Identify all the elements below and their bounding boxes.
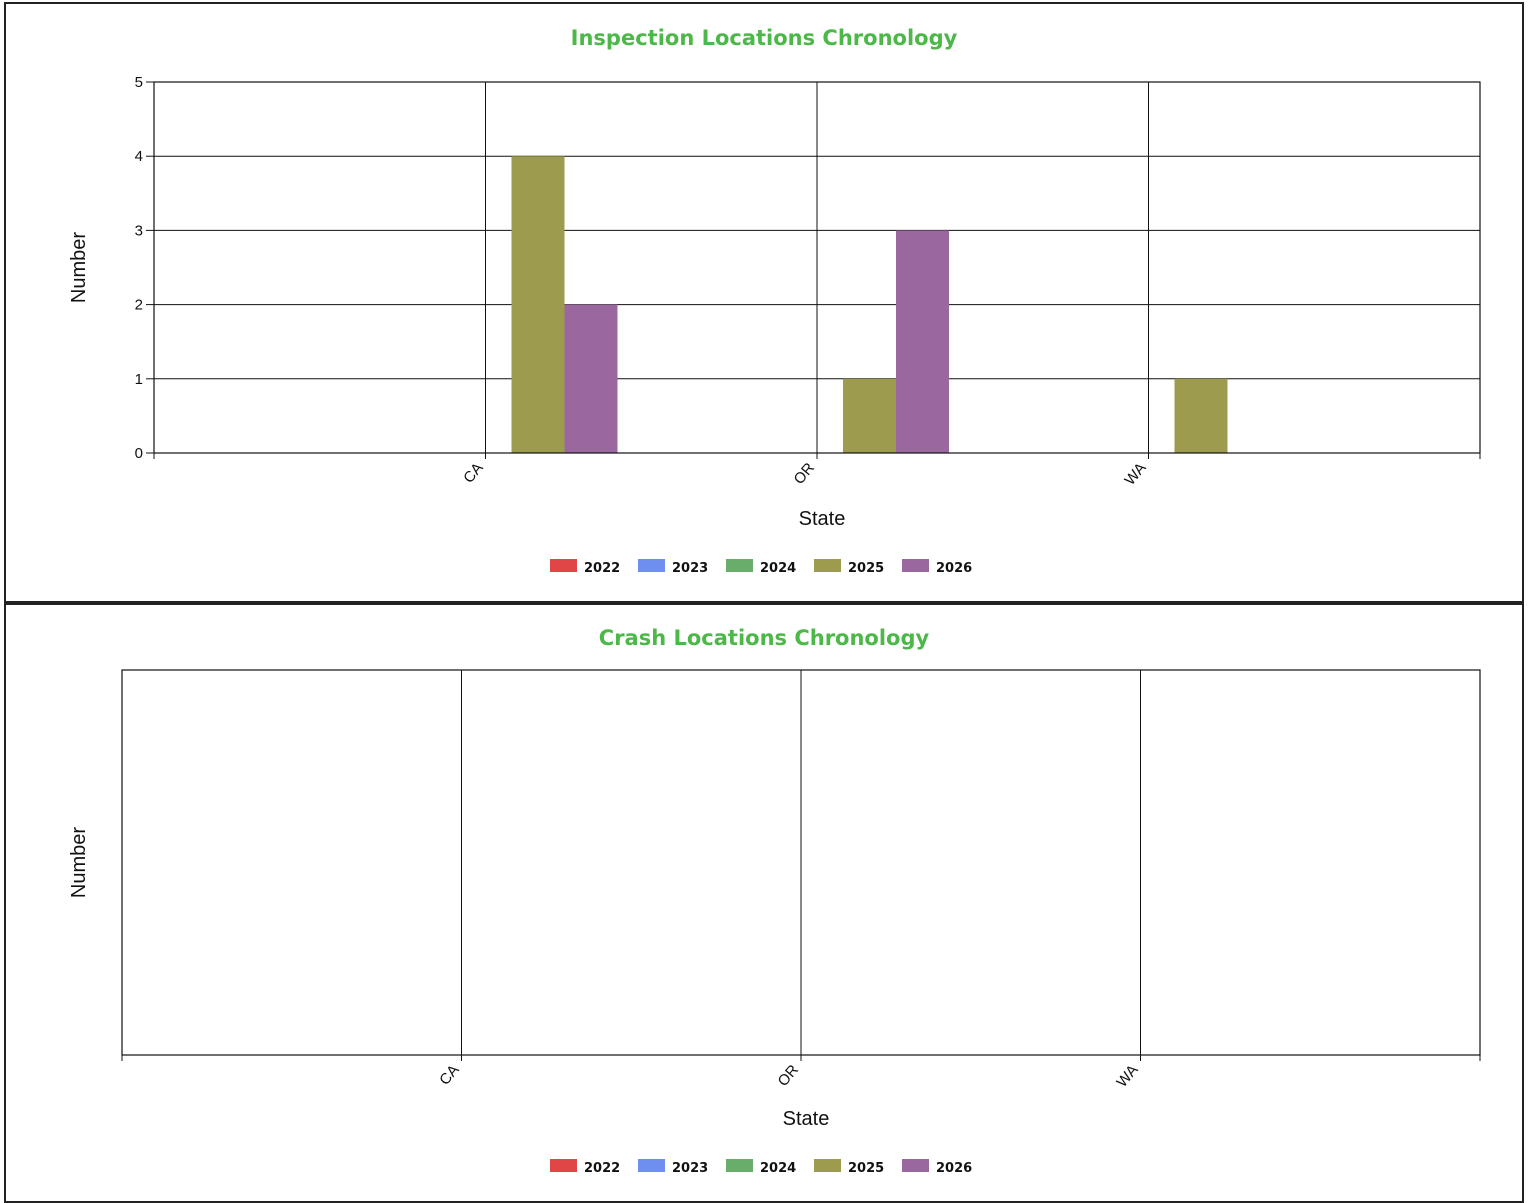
bar-2025-OR bbox=[843, 378, 896, 453]
x-tick-label: WA bbox=[1113, 1062, 1141, 1091]
x-tick-label: CA bbox=[460, 460, 486, 487]
y-axis-label: Number bbox=[68, 827, 90, 898]
bar-2025-WA bbox=[1174, 378, 1228, 453]
inspection-chart-panel: Inspection Locations Chronology 0 1 2 3 4 5 CA O… bbox=[4, 2, 1524, 603]
y-tick-label: 4 bbox=[135, 148, 143, 165]
chart-title: Inspection Locations Chronology bbox=[571, 26, 958, 50]
bar-2025-CA bbox=[511, 156, 565, 453]
y-tick-label: 2 bbox=[135, 297, 143, 314]
legend-label-2023: 2023 bbox=[672, 1161, 708, 1176]
legend-label-2025: 2025 bbox=[848, 561, 884, 576]
legend-swatch-2025 bbox=[814, 1159, 841, 1172]
x-tick-label: CA bbox=[436, 1062, 462, 1089]
crash-chart-panel: Crash Locations Chronology CA OR WA State Num… bbox=[4, 603, 1524, 1203]
inspection-chart: Inspection Locations Chronology 0 1 2 3 4 5 CA O… bbox=[68, 26, 1481, 576]
bar-2026-CA bbox=[564, 304, 618, 453]
y-tick-label: 5 bbox=[135, 74, 143, 91]
legend-label-2024: 2024 bbox=[760, 561, 796, 576]
legend-swatch-2026 bbox=[902, 559, 929, 572]
bar-2026-OR bbox=[896, 230, 949, 453]
legend-swatch-2023 bbox=[638, 1159, 665, 1172]
x-axis-label: State bbox=[799, 508, 846, 530]
legend-swatch-2023 bbox=[638, 559, 665, 572]
legend-swatch-2024 bbox=[726, 1159, 753, 1172]
legend-label-2026: 2026 bbox=[936, 1161, 972, 1176]
y-tick-label: 1 bbox=[135, 371, 143, 388]
crash-chart: Crash Locations Chronology CA OR WA State Num… bbox=[68, 626, 1481, 1176]
legend-label-2024: 2024 bbox=[760, 1161, 796, 1176]
legend-swatch-2024 bbox=[726, 559, 753, 572]
legend-label-2026: 2026 bbox=[936, 561, 972, 576]
x-tick-label: WA bbox=[1121, 460, 1149, 489]
legend-label-2022: 2022 bbox=[584, 561, 620, 576]
legend-swatch-2026 bbox=[902, 1159, 929, 1172]
y-axis-label: Number bbox=[68, 232, 90, 303]
legend-swatch-2025 bbox=[814, 559, 841, 572]
y-tick-label: 0 bbox=[135, 445, 143, 462]
x-tick-label: OR bbox=[775, 1062, 803, 1090]
legend-label-2025: 2025 bbox=[848, 1161, 884, 1176]
x-tick-label: OR bbox=[791, 460, 819, 488]
x-axis-label: State bbox=[783, 1108, 830, 1130]
y-tick-label: 3 bbox=[135, 222, 143, 239]
legend-label-2023: 2023 bbox=[672, 561, 708, 576]
legend-swatch-2022 bbox=[550, 559, 577, 572]
legend-swatch-2022 bbox=[550, 1159, 577, 1172]
chart-title: Crash Locations Chronology bbox=[599, 626, 930, 650]
legend-label-2022: 2022 bbox=[584, 1161, 620, 1176]
